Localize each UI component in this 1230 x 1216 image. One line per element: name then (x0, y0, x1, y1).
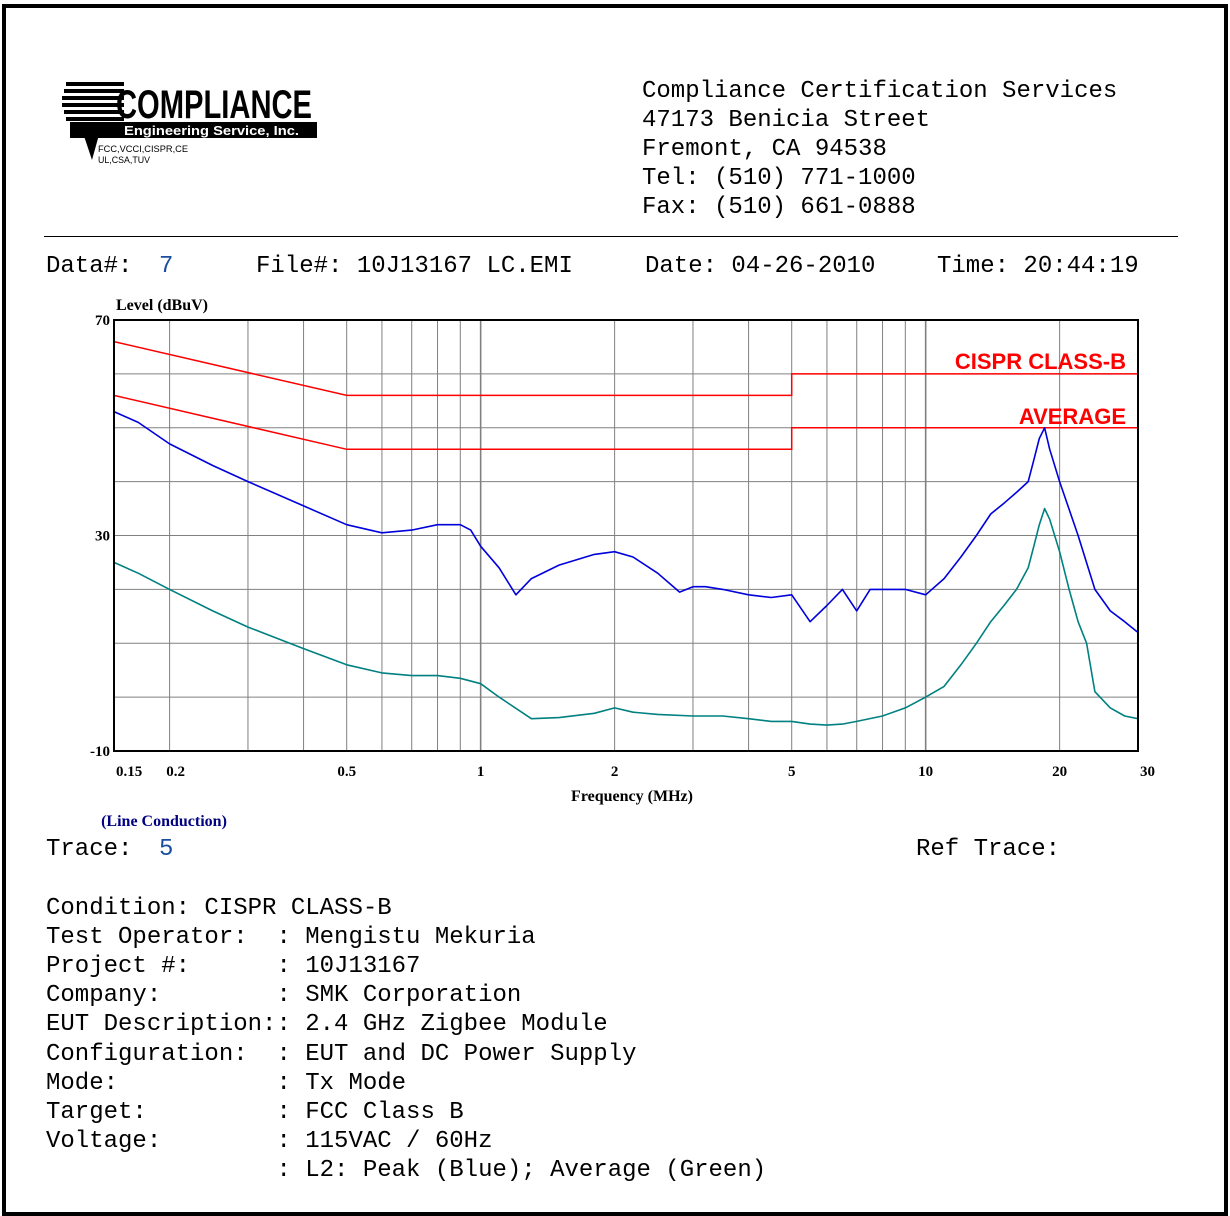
trace-value: 5 (159, 836, 174, 863)
chart-caption: (Line Conduction) (101, 813, 227, 830)
y-tick-label: -10 (90, 744, 110, 760)
x-tick-label: 0.5 (337, 764, 356, 780)
x-tick-label: 20 (1052, 764, 1067, 780)
average-limit-label: AVERAGE (1019, 404, 1126, 429)
detail-project: Project #: : 10J13167 (46, 953, 421, 980)
address-line-company: Compliance Certification Services (642, 78, 1118, 105)
x-axis-label: Frequency (MHz) (571, 788, 693, 805)
detail-mode: Mode: : Tx Mode (46, 1070, 407, 1097)
test-date: Date: 04-26-2010 (645, 253, 876, 280)
address-line-street: 47173 Benicia Street (642, 107, 931, 134)
x-tick-label: 30 (1140, 764, 1155, 780)
detail-operator: Test Operator: : Mengistu Mekuria (46, 924, 536, 951)
company-logo: COMPLIANCE Engineering Service, Inc. FCC… (62, 82, 318, 174)
x-tick-label: 1 (477, 764, 485, 780)
detail-condition: Condition: CISPR CLASS-B (46, 895, 392, 922)
data-number-label: Data#: (46, 253, 133, 280)
detail-trace-legend: : L2: Peak (Blue); Average (Green) (46, 1157, 767, 1184)
test-time: Time: 20:44:19 (937, 253, 1139, 280)
x-tick-label: 0.2 (166, 764, 185, 780)
x-tick-label: 2 (611, 764, 619, 780)
header-divider (44, 236, 1178, 237)
trace-label: Trace: (46, 836, 133, 863)
detail-target: Target: : FCC Class B (46, 1099, 464, 1126)
peak-trace (113, 410, 1139, 634)
address-line-city: Fremont, CA 94538 (642, 136, 887, 163)
x-tick-label: 5 (788, 764, 796, 780)
cispr-limit-line (113, 340, 1138, 397)
detail-voltage: Voltage: : 115VAC / 60Hz (46, 1128, 493, 1155)
x-tick-label: 10 (918, 764, 933, 780)
data-number-value: 7 (159, 253, 174, 280)
address-line-fax: Fax: (510) 661-0888 (642, 194, 916, 221)
detail-configuration: Configuration: : EUT and DC Power Supply (46, 1041, 637, 1068)
cispr-limit-label: CISPR CLASS-B (955, 349, 1126, 374)
emi-chart: Level (dBuV) Frequency (MHz) CISPR CLASS… (90, 297, 1155, 830)
logo-subtitle: Engineering Service, Inc. (124, 123, 299, 138)
average-trace (113, 507, 1139, 726)
ref-trace-label: Ref Trace: (916, 836, 1061, 863)
logo-line2: UL,CSA,TUV (98, 155, 150, 165)
average-limit-line (113, 394, 1138, 451)
logo-name: COMPLIANCE (116, 83, 312, 127)
logo-line1: FCC,VCCI,CISPR,CE (98, 144, 188, 154)
y-tick-label: 30 (95, 529, 110, 545)
detail-eut: EUT Description:: 2.4 GHz Zigbee Module (46, 1011, 608, 1038)
plot-border (113, 319, 1139, 752)
logo-graphic: COMPLIANCE Engineering Service, Inc. FCC… (62, 82, 318, 165)
address-line-tel: Tel: (510) 771-1000 (642, 165, 916, 192)
detail-company: Company: : SMK Corporation (46, 982, 522, 1009)
x-tick-label: 0.15 (116, 764, 142, 780)
y-tick-label: 70 (95, 313, 110, 329)
y-axis-label: Level (dBuV) (116, 297, 208, 314)
file-number: File#: 10J13167 LC.EMI (256, 253, 573, 280)
